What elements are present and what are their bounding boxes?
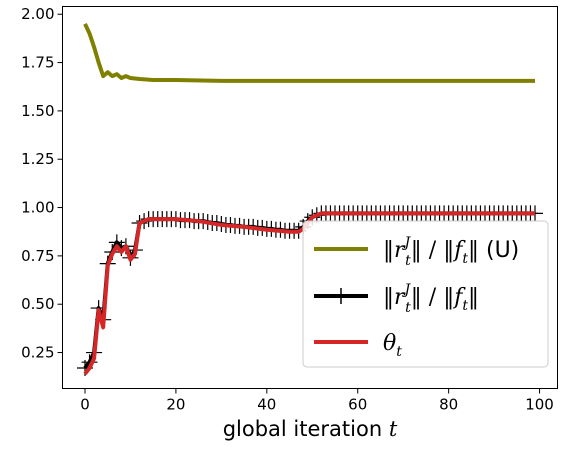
y-axis-ticks: 0.25 0.50 0.75 1.00 1.25 1.50 1.75 2.00 bbox=[21, 5, 63, 362]
y-tick-label: 0.25 bbox=[21, 344, 54, 362]
legend: ‖rJ t‖ / ‖ft‖ (U) ‖rJ t‖ / ‖ft‖ θt bbox=[302, 220, 549, 368]
x-tick-label: 60 bbox=[348, 396, 367, 414]
y-tick-label: 0.50 bbox=[21, 295, 54, 313]
legend-label-u: ‖rJ t‖ / ‖ft‖ (U) bbox=[383, 235, 519, 269]
y-tick-label: 2.00 bbox=[21, 5, 54, 23]
x-tick-label: 20 bbox=[166, 396, 185, 414]
y-tick-label: 1.50 bbox=[21, 102, 54, 120]
x-axis-ticks: 0 20 40 60 80 100 bbox=[80, 388, 554, 414]
y-tick-label: 1.25 bbox=[21, 150, 54, 168]
plot-frame bbox=[62, 6, 558, 389]
series-line-0 bbox=[83, 23, 535, 83]
x-tick-label: 100 bbox=[525, 396, 554, 414]
y-tick-label: 1.00 bbox=[21, 199, 54, 217]
y-tick-label: 0.75 bbox=[21, 247, 54, 265]
legend-marker-plain bbox=[333, 288, 349, 304]
x-tick-label: 0 bbox=[80, 396, 90, 414]
y-tick-label: 1.75 bbox=[21, 54, 54, 72]
x-tick-label: 40 bbox=[257, 396, 276, 414]
legend-label-theta: θt bbox=[383, 331, 402, 360]
legend-box bbox=[302, 220, 549, 368]
x-tick-label: 80 bbox=[439, 396, 458, 414]
x-axis-label: global iteration t bbox=[223, 417, 398, 441]
